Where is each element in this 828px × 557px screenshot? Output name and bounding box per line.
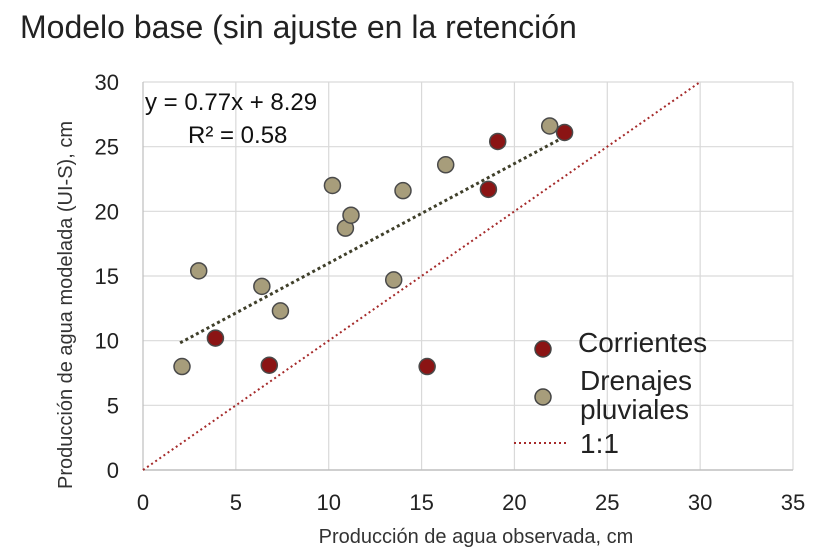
legend-marker-corrientes	[534, 340, 552, 358]
point-drenajes-pluviales	[173, 357, 191, 376]
legend-label-corrientes: Corrientes	[578, 327, 707, 358]
y-tick-label: 10	[95, 329, 119, 354]
x-tick-label: 20	[502, 490, 526, 515]
point-drenajes-pluviales	[342, 206, 360, 224]
gridlines	[143, 81, 794, 470]
legend-marker-drenajes-pluviales	[534, 388, 552, 406]
reference-line-1-1	[142, 81, 701, 471]
x-tick-label: 5	[230, 490, 242, 515]
point-corrientes	[418, 357, 436, 376]
point-drenajes-pluviales	[253, 277, 271, 296]
y-tick-label: 30	[95, 70, 119, 95]
point-corrientes	[206, 329, 225, 347]
y-tick-label: 25	[95, 135, 119, 160]
x-tick-label: 35	[781, 490, 805, 515]
y-tick-label: 5	[107, 393, 119, 418]
point-corrientes	[260, 356, 279, 374]
point-corrientes	[479, 180, 498, 199]
point-drenajes-pluviales	[394, 181, 412, 200]
x-axis-ticks: 0 5 10 15 20 25 30 35	[137, 490, 805, 515]
trendline-r2: R² = 0.58	[188, 122, 287, 149]
legend: Corrientes Drenajes pluviales 1:1	[514, 327, 707, 459]
chart-title: Modelo base (sin ajuste en la retención	[20, 9, 577, 45]
trendline-equation: y = 0.77x + 8.29	[145, 89, 317, 116]
legend-label-drenajes: Drenajes	[580, 365, 692, 396]
y-tick-label: 20	[95, 199, 119, 224]
point-corrientes	[488, 132, 507, 151]
y-tick-label: 15	[95, 264, 119, 289]
legend-label-1-1: 1:1	[580, 428, 619, 459]
point-drenajes-pluviales	[384, 271, 403, 289]
point-drenajes-pluviales	[540, 117, 559, 135]
point-drenajes-pluviales	[271, 302, 290, 320]
point-corrientes	[555, 123, 574, 142]
point-drenajes-pluviales	[323, 176, 342, 195]
plot-area	[142, 82, 793, 471]
point-drenajes-pluviales	[189, 262, 208, 280]
x-tick-label: 25	[595, 490, 619, 515]
x-tick-label: 30	[688, 490, 712, 515]
data-points	[173, 117, 574, 376]
x-tick-label: 15	[409, 490, 433, 515]
x-axis-label: Producción de agua observada, cm	[319, 526, 634, 548]
y-tick-label: 0	[107, 458, 119, 483]
y-axis-ticks: 0 5 10 15 20 25 30	[95, 70, 119, 483]
legend-label-pluviales: pluviales	[580, 394, 689, 425]
y-axis-label: Producción de agua modelada (UI-S), cm	[55, 121, 77, 489]
x-tick-label: 10	[316, 490, 340, 515]
point-drenajes-pluviales	[436, 156, 455, 174]
trendline	[179, 135, 566, 345]
x-tick-label: 0	[137, 490, 149, 515]
